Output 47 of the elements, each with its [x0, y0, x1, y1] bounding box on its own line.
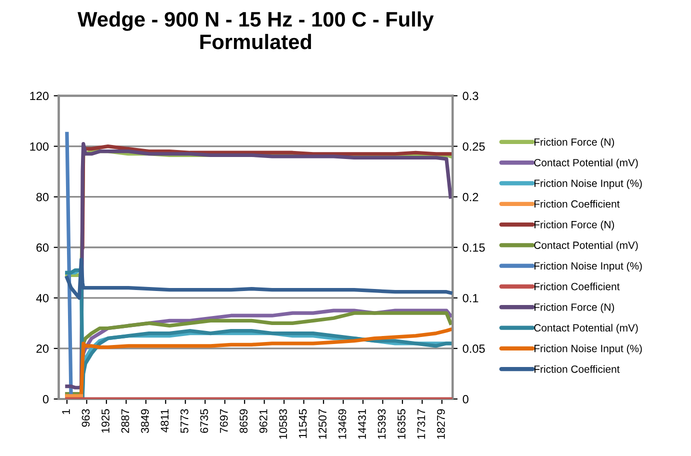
legend-label: Friction Force (N) — [534, 303, 614, 313]
x-tick-label: 2887 — [121, 409, 130, 433]
chart-title: Wedge - 900 N - 15 Hz - 100 C - Fully Formulated — [78, 11, 434, 50]
y2-tick-label: 0 — [462, 395, 468, 404]
x-tick-label: 1925 — [102, 409, 110, 433]
x-tick-label: 3849 — [141, 409, 149, 434]
y-tick-label: 60 — [36, 243, 49, 252]
y-tick-label: 100 — [30, 142, 49, 151]
legend-label: Friction Noise Input (%) — [534, 262, 642, 272]
y2-tick-label: 0.25 — [462, 142, 485, 151]
legend-label: Friction Coefficient — [534, 200, 620, 208]
legend-label: Contact Potential (mV) — [534, 241, 638, 252]
legend-label: Contact Potential (mV) — [534, 158, 638, 168]
x-tick-label: 9621 — [259, 409, 268, 433]
x-tick-label: 963 — [82, 409, 90, 427]
legend-label: Friction Coefficient — [534, 282, 620, 290]
x-tick-label: 18279 — [437, 409, 445, 439]
y2-tick-label: 0.05 — [462, 344, 485, 353]
x-tick-label: 16355 — [398, 409, 406, 439]
y2-tick-label: 0.15 — [462, 243, 485, 252]
y-tick-label: 0 — [42, 395, 49, 404]
legend-label: Friction Force (N) — [534, 220, 614, 230]
x-tick-label: 14431 — [358, 409, 366, 439]
legend-label: Contact Potential (mV) — [534, 324, 638, 334]
x-tick-label: 1 — [62, 409, 70, 414]
x-tick-label: 8659 — [240, 409, 248, 433]
y-tick-label: 40 — [36, 294, 49, 302]
x-tick-label: 5773 — [180, 409, 188, 433]
y2-tick-label: 0.3 — [462, 92, 478, 100]
y-tick-label: 80 — [36, 192, 49, 202]
x-tick-label: 7697 — [220, 409, 228, 433]
x-tick-label: 17317 — [417, 409, 426, 439]
x-tick-label: 6735 — [200, 409, 208, 433]
legend-label: Friction Noise Input (%) — [534, 344, 642, 354]
x-tick-label: 15393 — [378, 409, 386, 439]
x-tick-label: 10583 — [279, 409, 288, 439]
y-tick-label: 120 — [30, 92, 49, 100]
legend-label: Friction Coefficient — [534, 365, 620, 373]
x-tick-label: 11545 — [299, 409, 307, 438]
y2-tick-label: 0.1 — [462, 294, 478, 302]
legend-label: Friction Force (N) — [534, 138, 614, 148]
x-tick-label: 4811 — [160, 409, 169, 432]
x-tick-label: 12507 — [318, 409, 326, 439]
legend-label: Friction Noise Input (%) — [534, 179, 642, 190]
y2-tick-label: 0.2 — [462, 192, 478, 202]
x-tick-label: 13469 — [338, 409, 346, 439]
y-tick-label: 20 — [36, 344, 49, 353]
